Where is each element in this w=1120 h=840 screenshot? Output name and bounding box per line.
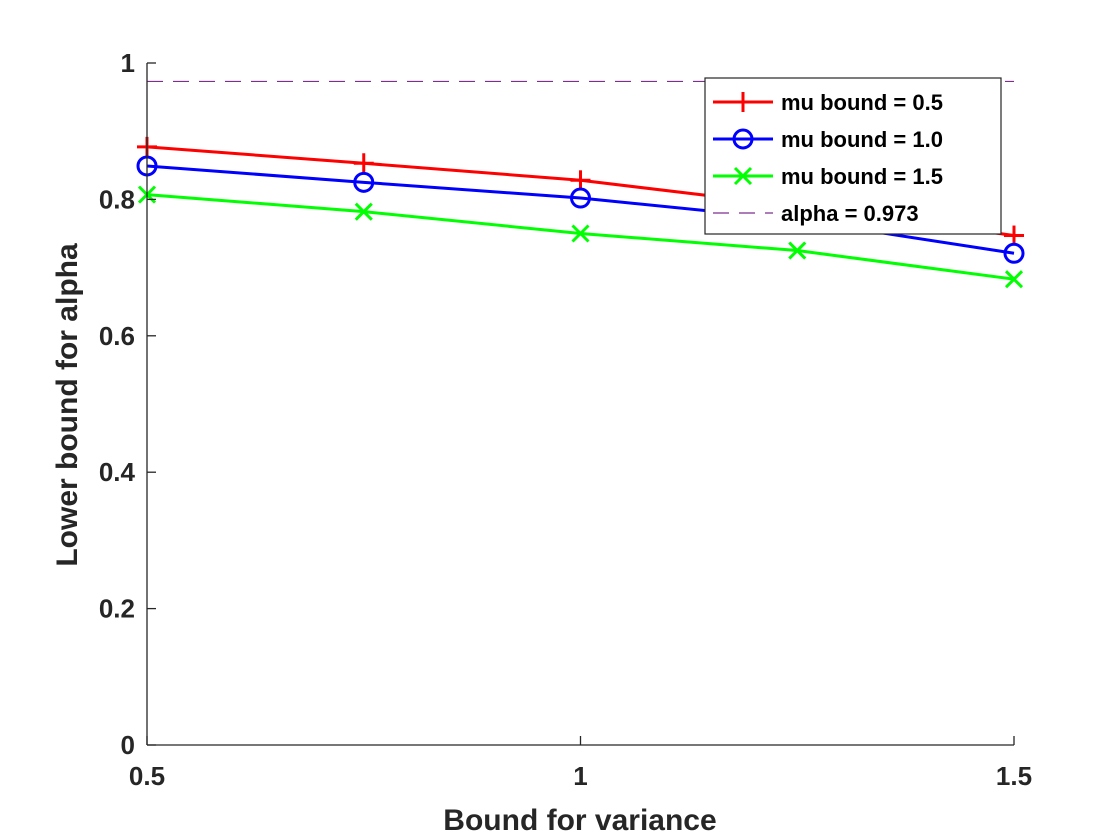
data-point-1-3: [570, 170, 591, 191]
data-point-3-2: [354, 202, 373, 221]
y-axis-label: Lower bound for alpha: [51, 243, 84, 567]
data-point-3-3: [571, 224, 590, 243]
x-axis-label: Bound for variance: [443, 804, 716, 837]
y-tick-label: 0.8: [99, 184, 135, 214]
legend-entry-3: mu bound = 1.5: [713, 164, 943, 189]
data-point-2-3: [570, 187, 591, 209]
y-tick-label: 0: [121, 730, 135, 760]
x-tick-label: 1: [573, 761, 587, 791]
y-tick-label: 1: [121, 48, 135, 78]
legend-label: mu bound = 0.5: [781, 90, 943, 115]
data-point-1-2: [353, 153, 374, 174]
data-point-2-2: [353, 171, 375, 193]
legend-box: [704, 77, 1002, 235]
y-tick-label: 0.4: [99, 457, 136, 487]
legend-entry-2: mu bound = 1.0: [713, 127, 943, 152]
legend: mu bound = 0.5 mu bound = 1.0 mu bound = 1…: [704, 77, 1002, 235]
y-tick-label: 0.2: [99, 594, 135, 624]
data-point-2-5: [1003, 242, 1025, 264]
y-tick-label: 0.6: [99, 321, 135, 351]
legend-label: mu bound = 1.0: [781, 127, 943, 152]
legend-entry-4: alpha = 0.973: [713, 201, 919, 226]
legend-marker: [732, 128, 754, 150]
legend-marker: [733, 92, 753, 112]
legend-marker: [733, 166, 753, 186]
axes-layer: 0 0.2 0.4 0.6 0.8 1 0.5 1 1.5: [99, 48, 1032, 791]
legend-label: mu bound = 1.5: [781, 164, 943, 189]
data-point-3-5: [1004, 270, 1024, 289]
x-tick-label: 0.5: [129, 761, 165, 791]
x-tick-label: 1.5: [996, 761, 1032, 791]
data-point-3-4: [788, 241, 807, 260]
legend-entry-1: mu bound = 0.5: [713, 90, 943, 115]
legend-label: alpha = 0.973: [781, 201, 919, 226]
data-point-1-5: [1004, 225, 1024, 246]
